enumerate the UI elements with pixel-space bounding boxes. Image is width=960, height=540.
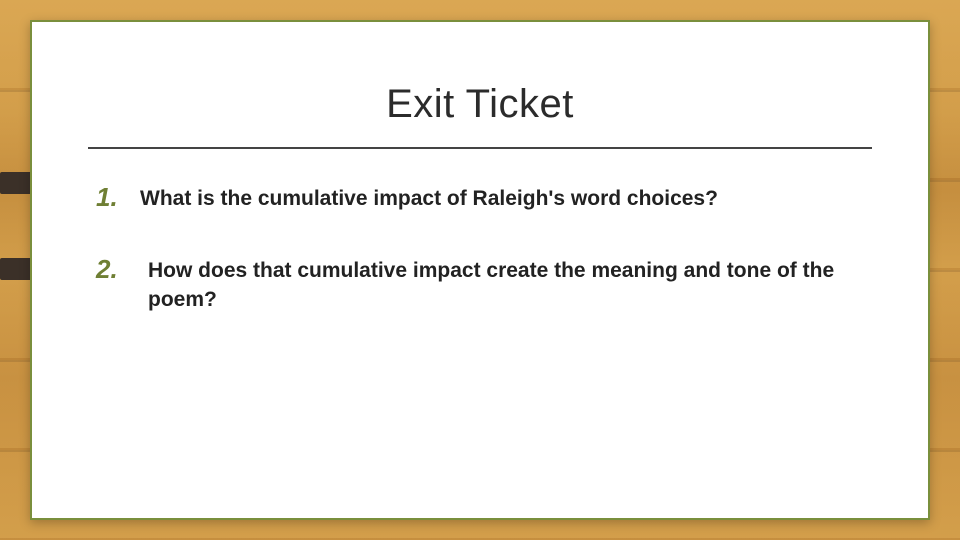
question-text: What is the cumulative impact of Raleigh… [140, 183, 718, 213]
title-divider [88, 147, 872, 149]
question-item: 2. How does that cumulative impact creat… [96, 255, 872, 314]
question-number: 2. [96, 255, 132, 284]
slide-title: Exit Ticket [88, 82, 872, 127]
question-item: 1. What is the cumulative impact of Rale… [96, 183, 872, 213]
question-text: How does that cumulative impact create t… [140, 255, 872, 314]
question-number: 1. [96, 183, 132, 212]
question-list: 1. What is the cumulative impact of Rale… [88, 183, 872, 314]
wood-background: Exit Ticket 1. What is the cumulative im… [0, 0, 960, 540]
slide-card: Exit Ticket 1. What is the cumulative im… [30, 20, 930, 520]
